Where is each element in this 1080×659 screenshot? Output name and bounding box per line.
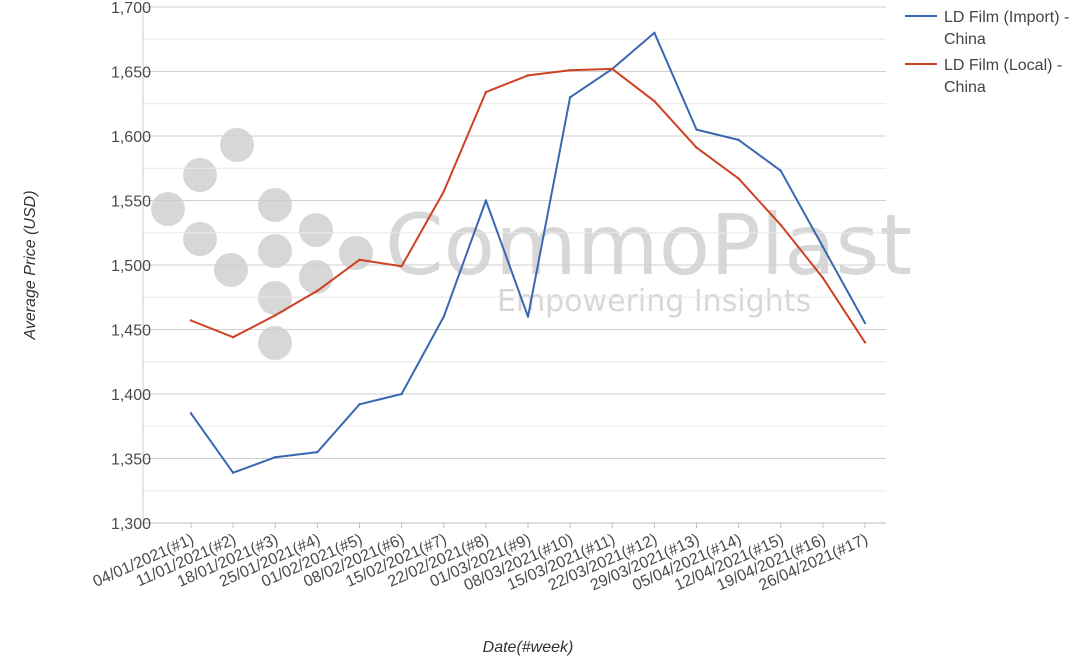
chart-legend: LD Film (Import) - China LD Film (Local) -… [905, 9, 1069, 96]
legend-label-1: China [944, 31, 986, 48]
series-1-point [442, 315, 445, 318]
series-2-point [442, 190, 445, 193]
watermark-dot-6 [258, 188, 292, 222]
series-1-point [274, 456, 277, 459]
watermark-tagline: Empowering Insights [497, 284, 811, 319]
series-2-point [737, 177, 740, 180]
series-1-point [863, 321, 867, 325]
series-1-point [568, 96, 572, 99]
series-1-point [695, 128, 698, 131]
y-axis-title: Average Price (USD) [22, 190, 39, 340]
series-2-point [821, 276, 825, 280]
chart-gridlines [142, 6, 886, 524]
y-tick-label: 1,400 [111, 387, 151, 404]
commoplast-watermark: CommoPlast Empowering Insights [151, 128, 912, 360]
watermark-dot-1 [220, 128, 254, 162]
series-2-point [526, 74, 530, 77]
watermark-dot-9 [258, 234, 292, 268]
x-axis-title: Date(#week) [483, 639, 574, 656]
watermark-brand: CommoPlast [385, 196, 912, 294]
y-tick-label: 1,300 [111, 516, 151, 533]
y-tick-label: 1,550 [111, 194, 151, 211]
series-2-point [274, 314, 277, 317]
series-2-point [779, 223, 782, 227]
y-tick-label: 1,650 [111, 65, 151, 82]
y-axis-ticks: 1,300 1,350 1,400 1,450 1,500 1,550 1,600 1,650… [111, 0, 151, 533]
series-2-point [695, 146, 698, 149]
series-1-point [400, 392, 403, 396]
legend-label-2: LD Film (Local) - [944, 57, 1062, 74]
series-1-point [526, 315, 530, 318]
series-1-point [653, 31, 656, 34]
series-2-point [611, 67, 614, 71]
series-2-point [653, 99, 656, 103]
y-tick-label: 1,350 [111, 452, 151, 469]
x-axis-ticks: 04/01/2021(#1)11/01/2021(#2)18/01/2021(#… [91, 523, 871, 594]
series-1-point [737, 138, 740, 142]
series-1-point [231, 471, 235, 474]
y-tick-label: 1,700 [111, 0, 151, 17]
y-tick-label: 1,600 [111, 129, 151, 146]
series-1-point [484, 199, 488, 202]
series-2-point [484, 90, 488, 94]
series-2-point [358, 258, 361, 262]
watermark-dot-4 [183, 222, 217, 256]
series-1-point [189, 412, 193, 415]
series-2-point [231, 336, 235, 339]
series-1-point [358, 403, 361, 406]
series-2-point [189, 319, 193, 322]
series-2-point [863, 341, 867, 344]
y-tick-label: 1,450 [111, 323, 151, 340]
watermark-dot-5 [214, 253, 248, 287]
y-tick-label: 1,500 [111, 258, 151, 275]
legend-label-1: LD Film (Import) - [944, 9, 1069, 26]
series-2-point [316, 289, 319, 292]
watermark-dots-logo [151, 128, 373, 360]
series-1-point [779, 169, 782, 173]
watermark-dot-2 [183, 158, 217, 192]
watermark-dot-3 [151, 192, 185, 226]
series-2-point [568, 69, 572, 72]
chart-series [189, 31, 867, 474]
legend-label-2: China [944, 79, 986, 96]
series-2-point [400, 265, 403, 268]
watermark-dot-11 [258, 281, 292, 315]
watermark-dot-12 [258, 326, 292, 360]
series-1-point [821, 245, 825, 249]
series-1-point [316, 450, 319, 454]
watermark-dot-7 [299, 213, 333, 247]
